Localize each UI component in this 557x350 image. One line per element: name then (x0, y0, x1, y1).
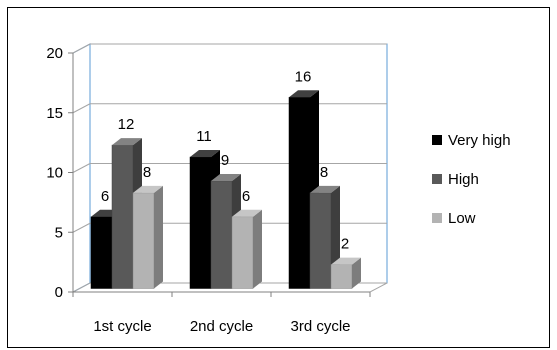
x-tick-label: 1st cycle (93, 318, 151, 335)
bar-front (288, 97, 311, 289)
legend: Very high High Low (432, 132, 511, 227)
bar (132, 185, 163, 289)
data-label: 11 (196, 128, 212, 145)
bar-front (309, 192, 332, 289)
x-axis-ticks: 1st cycle 2nd cycle 3rd cycle (72, 292, 371, 335)
bar-top (331, 257, 361, 265)
x-tick-label: 2nd cycle (190, 318, 253, 335)
bar-front (132, 192, 155, 289)
bar-top (133, 185, 163, 193)
bar-side (352, 257, 361, 289)
data-label: 8 (143, 164, 151, 181)
legend-label: High (448, 171, 479, 188)
bar-front (189, 156, 212, 289)
bar-front (111, 144, 134, 289)
data-label: 8 (320, 164, 328, 181)
bar-top (211, 173, 241, 181)
data-label: 16 (295, 68, 312, 85)
bar-top (289, 90, 319, 98)
bar-side (154, 185, 163, 289)
data-label: 9 (221, 152, 229, 169)
bar-top (310, 185, 340, 193)
data-label: 12 (118, 116, 135, 133)
x-tick-label: 3rd cycle (290, 318, 350, 335)
bar-front (231, 216, 254, 289)
legend-swatch (432, 174, 442, 184)
data-label: 6 (101, 188, 109, 205)
legend-label: Very high (448, 132, 511, 149)
bars: 6 12 8 11 9 6 16 8 2 (90, 68, 361, 289)
y-tick-label: 10 (46, 165, 63, 182)
legend-label: Low (448, 210, 476, 227)
bar-top (112, 138, 142, 146)
bar-front (210, 180, 233, 289)
chart-border (7, 7, 550, 348)
gridline-side (72, 103, 91, 114)
y-tick-label: 20 (46, 45, 63, 62)
bar (231, 209, 262, 289)
y-tick-label: 15 (46, 105, 63, 122)
legend-swatch (432, 213, 442, 223)
bar-top (190, 150, 220, 158)
y-tick-label: 0 (55, 284, 63, 301)
y-tick-label: 5 (55, 224, 63, 241)
bar-side (253, 209, 262, 289)
data-label: 6 (242, 188, 250, 205)
legend-swatch (432, 135, 442, 145)
y-axis-ticks: 0 5 10 15 20 (46, 45, 370, 301)
gridline-side (72, 222, 91, 233)
bar (330, 257, 361, 289)
bar-front (90, 216, 113, 289)
gridline-side (72, 163, 91, 173)
bar-front (330, 264, 353, 289)
bar-top (232, 209, 262, 217)
data-label: 2 (341, 236, 349, 253)
gridline-side (72, 43, 91, 54)
